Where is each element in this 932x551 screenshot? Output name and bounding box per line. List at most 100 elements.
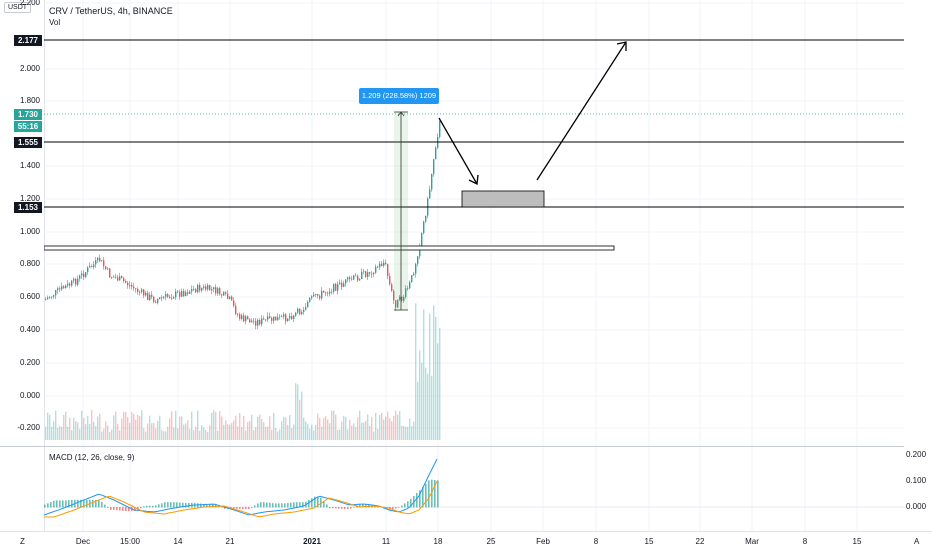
candle-body (269, 316, 271, 318)
candle-body (389, 276, 391, 285)
candle-body (385, 262, 387, 265)
macd-histogram-bar (419, 490, 421, 508)
price-level-tag[interactable]: 1.730 (14, 108, 42, 120)
macd-histogram-bar (245, 507, 247, 510)
candle-body (157, 299, 159, 303)
volume-bar (159, 415, 161, 440)
volume-bar (303, 417, 305, 440)
macd-histogram-bar (83, 499, 85, 508)
macd-histogram-bar (101, 501, 103, 508)
volume-bar (139, 416, 141, 440)
candle-body (225, 292, 227, 294)
volume-bar (375, 413, 377, 440)
price-tick-label: 1.200 (19, 194, 40, 203)
candle-body (123, 278, 125, 282)
volume-bar (51, 426, 53, 440)
candle-body (369, 272, 371, 274)
candle-body (417, 256, 419, 264)
macd-histogram-bar (290, 502, 292, 508)
volume-bar (241, 427, 243, 440)
price-tick-label: 1.800 (19, 96, 40, 105)
time-axis[interactable]: Dec 15:00 14 21 2021 11 18 25 Feb 8 15 22 Mar 8 15 (0, 531, 932, 551)
volume-bar (329, 423, 331, 440)
candle-body (387, 264, 389, 277)
chart-plot-area[interactable]: CRV / TetherUS, 4h, BINANCE Vol MACD (12… (43, 0, 904, 531)
auto-scale-button[interactable]: A (914, 537, 920, 546)
price-axis[interactable]: USDT 2.200 2.000 1.800 1.400 1.200 1.000 0.800… (0, 0, 45, 531)
pane-separator[interactable] (0, 446, 932, 447)
volume-bar (327, 419, 329, 440)
candle-body (355, 275, 357, 277)
volume-bar (399, 411, 401, 440)
candle-body (207, 285, 209, 290)
volume-bar (179, 416, 181, 440)
candle-body (101, 260, 103, 262)
measure-tool-arrowhead (397, 111, 405, 117)
macd-histogram-bar (110, 507, 112, 510)
candle-body (87, 267, 89, 273)
candle-body (301, 312, 303, 315)
macd-histogram-bar (251, 507, 253, 508)
volume-bar (427, 373, 429, 440)
candle-body (169, 296, 171, 298)
macd-histogram-bar (362, 503, 364, 508)
macd-histogram-bar (281, 503, 283, 508)
volume-bar (403, 425, 405, 440)
candle-body (133, 286, 135, 289)
symbol-legend[interactable]: CRV / TetherUS, 4h, BINANCE (49, 6, 173, 16)
candle-body (75, 278, 77, 285)
macd-histogram-bar (209, 504, 211, 508)
volume-bar (239, 412, 241, 440)
macd-histogram-bar (272, 503, 274, 508)
candle-body (139, 291, 141, 293)
candle-body (357, 275, 359, 281)
volume-bar (275, 427, 277, 440)
chart-canvas[interactable] (43, 0, 904, 531)
macd-tick-label: 0.200 (906, 450, 927, 459)
candle-body (411, 275, 413, 282)
zoom-button[interactable]: Z (20, 537, 25, 546)
macd-histogram-bar (65, 500, 67, 508)
macd-histogram-bar (158, 504, 160, 508)
volume-bar (177, 428, 179, 440)
macd-axis[interactable] (904, 0, 932, 531)
candle-body (45, 299, 47, 301)
volume-bar (123, 412, 125, 440)
candle-body (83, 273, 85, 278)
macd-legend[interactable]: MACD (12, 26, close, 9) (49, 453, 135, 462)
volume-bar (103, 428, 105, 440)
candle-body (353, 275, 355, 280)
volume-legend[interactable]: Vol (49, 18, 61, 27)
macd-histogram-bar (317, 496, 319, 508)
macd-histogram-bar (125, 507, 127, 512)
volume-bar (269, 416, 271, 440)
volume-bar (389, 418, 391, 440)
candle-body (73, 278, 75, 281)
candle-body (219, 288, 221, 295)
volume-bar (437, 343, 439, 440)
macd-histogram-bar (119, 507, 121, 511)
price-level-tag[interactable]: 2.177 (14, 34, 42, 46)
macd-histogram-bar (311, 498, 313, 508)
volume-bar (311, 424, 313, 440)
macd-histogram-bar (407, 501, 409, 508)
price-level-tag[interactable]: 1.153 (14, 201, 42, 213)
currency-badge[interactable]: USDT (4, 2, 32, 13)
candle-body (217, 288, 219, 294)
time-tick-label: 15 (852, 537, 862, 546)
candle-body (319, 295, 321, 299)
candle-body (235, 305, 237, 314)
candle-body (193, 289, 195, 290)
candle-body (203, 286, 205, 288)
volume-bar (233, 420, 235, 440)
candle-body (257, 320, 259, 326)
price-tick-label: 0.200 (19, 358, 40, 367)
candle-body (423, 221, 425, 234)
macd-histogram-bar (62, 500, 64, 508)
price-level-tag[interactable]: 55:16 (14, 120, 42, 132)
candle-body (117, 277, 119, 281)
volume-bar (107, 425, 109, 440)
volume-bar (227, 424, 229, 440)
price-level-tag[interactable]: 1.555 (14, 136, 42, 148)
volume-bar (109, 431, 111, 440)
